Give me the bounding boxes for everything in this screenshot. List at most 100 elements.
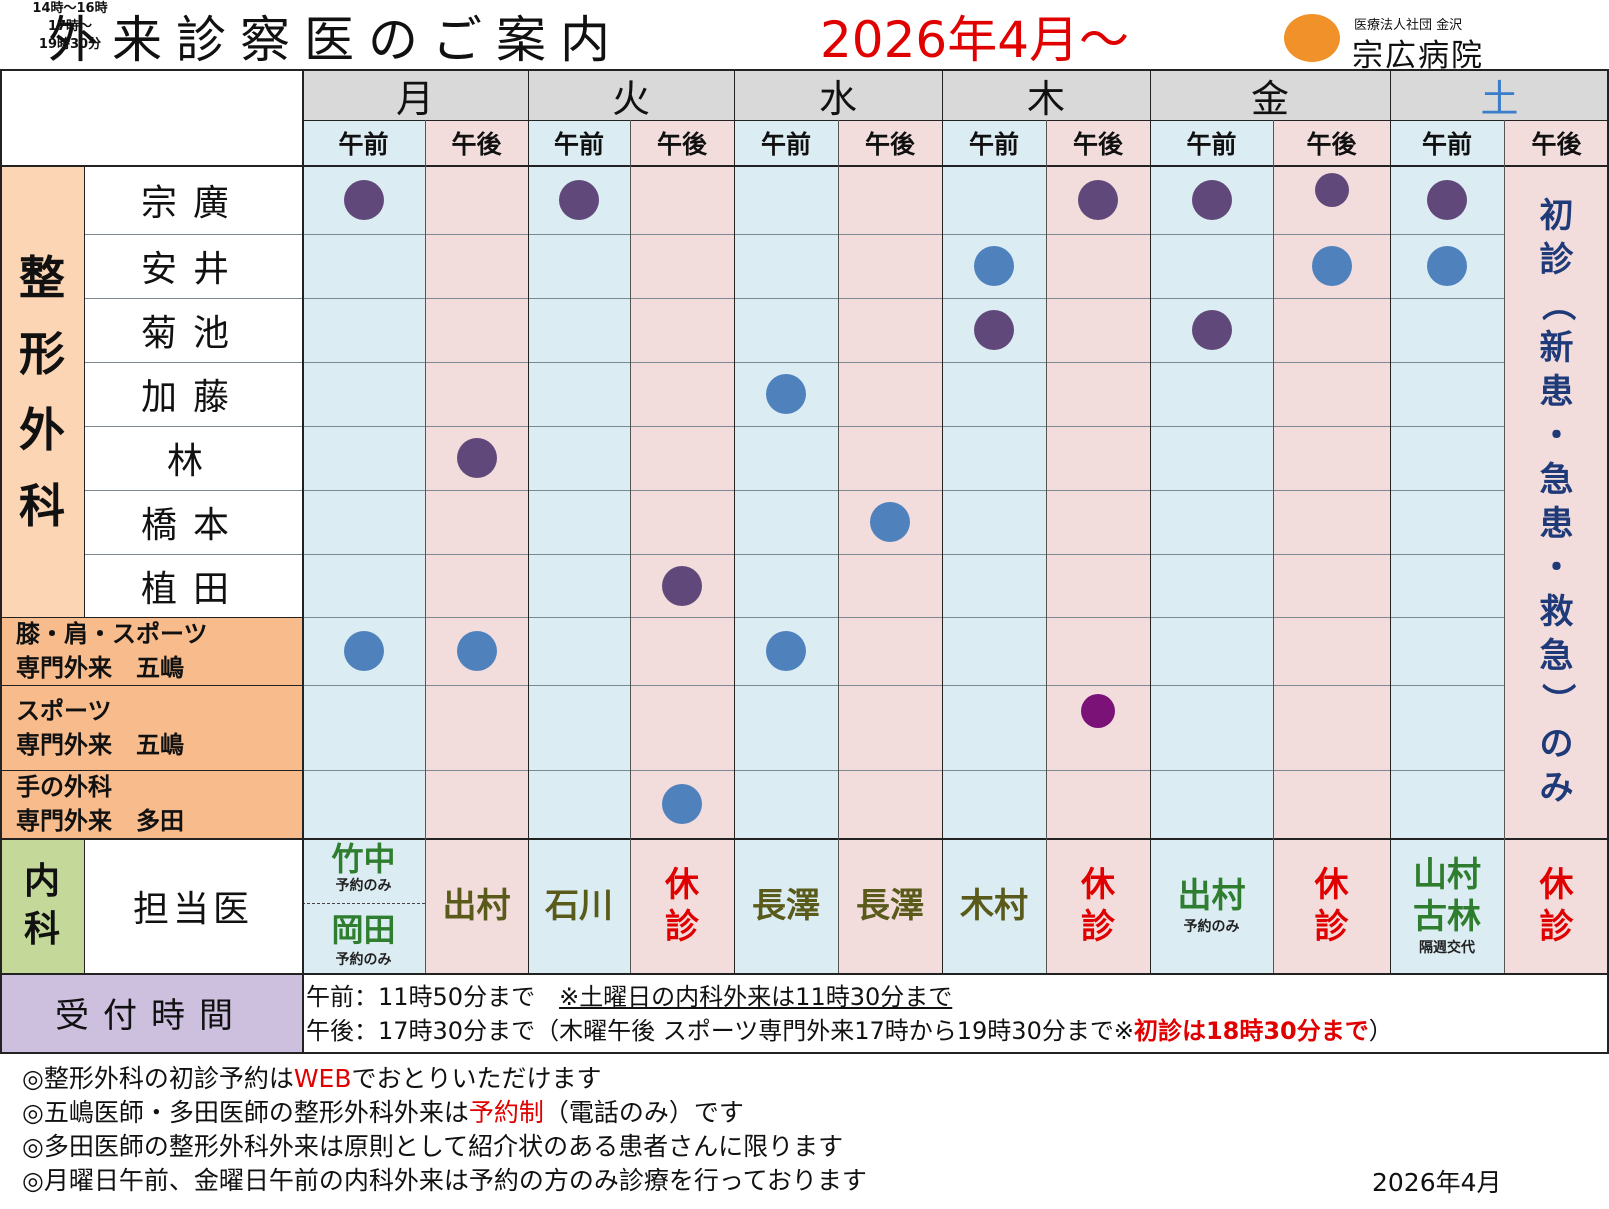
doctor-name: 植田	[140, 568, 245, 610]
grid-line	[1046, 120, 1047, 973]
reception-hours-text: 午前：11時50分まで ※土曜日の内科外来は11時30分まで 午後：17時30分…	[306, 980, 1393, 1048]
im-slot-text: 長澤	[856, 885, 924, 926]
im-doctor-mon-am-bottom: 岡田	[331, 911, 396, 949]
grid-line	[0, 165, 1609, 167]
page-title-date: 2026年4月～	[820, 11, 1130, 69]
grid-line	[84, 554, 1504, 555]
slot-column-bg	[734, 120, 838, 973]
grid-line	[1273, 120, 1274, 973]
period-header: 午後	[1072, 130, 1123, 159]
grid-line	[84, 770, 1504, 771]
schedule-dot	[1191, 310, 1232, 350]
dept-label-internal: 内科	[0, 838, 84, 973]
grid-line	[302, 69, 304, 1052]
im-slot-text: 長澤	[752, 885, 820, 926]
grid-line	[425, 120, 426, 973]
day-header-3: 木	[942, 70, 1150, 121]
grid-line	[1607, 69, 1609, 1052]
schedule-dot	[1427, 180, 1467, 220]
schedule-dot	[766, 374, 806, 414]
doctor-name: 菊池	[140, 313, 245, 354]
period-header: 午後	[656, 130, 707, 159]
im-note: 予約のみ	[335, 878, 392, 894]
im-slot: 長澤	[838, 838, 942, 973]
im-slot-text: 休 診	[665, 864, 699, 947]
reception-am-note: ※土曜日の内科外来は11時30分まで	[559, 983, 953, 1011]
day-header-2: 水	[734, 70, 942, 121]
footnote-3: ◎多田医師の整形外科外来は原則として紹介状のある患者さんに限ります	[22, 1132, 844, 1161]
grid-line	[0, 685, 302, 686]
hospital-logo: 医療法人社団 金沢 宗広病院	[1284, 10, 1584, 74]
dashed-divider	[302, 903, 425, 904]
im-slot: 出村 予約のみ	[1150, 838, 1273, 973]
period-header: 午後	[1306, 130, 1357, 159]
im-slot-note: 隔週交代	[1419, 939, 1475, 956]
im-slot: 出村	[425, 838, 528, 973]
footnote-4: ◎月曜日午前、金曜日午前の内科外来は予約の方のみ診療を行っております	[22, 1166, 867, 1195]
im-slot: 休 診	[630, 838, 734, 973]
doctor-name: 橋本	[140, 505, 245, 546]
grid-line	[84, 234, 1504, 235]
grid-line	[302, 69, 1609, 71]
slot-column-bg	[630, 120, 734, 973]
internal-row-label: 担当医	[132, 888, 253, 930]
schedule-dot	[343, 180, 384, 220]
doctor-name: 宗廣	[140, 183, 245, 224]
period-header: 午前	[1421, 130, 1472, 159]
grid-line	[84, 617, 1504, 618]
im-slot-text: 休 診	[1314, 864, 1349, 947]
grid-line	[0, 69, 2, 1052]
doctor-name: 林	[166, 441, 219, 482]
grid-line	[84, 838, 85, 973]
slot-column-bg	[1150, 120, 1273, 973]
grid-line	[630, 120, 631, 973]
grid-line	[942, 69, 943, 973]
period-header: 午前	[553, 130, 604, 159]
im-slot: 石川	[528, 838, 630, 973]
schedule-dot	[766, 631, 806, 671]
im-slot-text: 石川	[545, 885, 613, 926]
im-slot: 長澤	[734, 838, 838, 973]
reception-pm-red: 初診は18時30分まで	[1133, 1017, 1369, 1045]
grid-line	[1390, 69, 1391, 973]
grid-line	[84, 685, 1504, 686]
day-header-5: 土	[1390, 70, 1609, 121]
period-header: 午前	[968, 130, 1019, 159]
grid-line	[1150, 69, 1151, 973]
schedule-dot	[456, 438, 497, 478]
im-note: 予約のみ	[335, 952, 392, 968]
grid-line	[0, 973, 1609, 975]
specialty-clinic-label: 膝・肩・スポーツ 専門外来 五嶋	[0, 617, 302, 685]
schedule-dot	[662, 784, 702, 824]
slot-column-bg	[1046, 120, 1150, 973]
im-slot: 休 診	[1504, 838, 1609, 973]
specialty-clinic-label: 手の外科 専門外来 多田	[0, 770, 302, 838]
day-header-1: 火	[528, 70, 734, 121]
grid-line	[84, 426, 1504, 427]
im-slot: 休 診	[1046, 838, 1150, 973]
doctor-name: 加藤	[140, 377, 245, 418]
footnote-1: ◎整形外科の初診予約はWEBでおとりいただけます	[22, 1064, 602, 1093]
slot-time-note: 17時～ 19時30分	[38, 19, 102, 52]
im-slot-text: 木村	[960, 885, 1028, 926]
footnote-2: ◎五嶋医師・多田医師の整形外科外来は予約制（電話のみ）です	[22, 1098, 744, 1127]
grid-line	[1504, 120, 1505, 973]
schedule-dot	[1427, 246, 1467, 286]
im-slot: 休 診	[1273, 838, 1390, 973]
schedule-dot	[1191, 180, 1232, 220]
specialty-clinic-label: スポーツ 専門外来 五嶋	[0, 685, 302, 770]
reception-label: 受付時間	[0, 973, 302, 1052]
hospital-logo-icon	[1284, 14, 1340, 62]
period-header: 午前	[338, 130, 389, 159]
im-slot-text: 休 診	[1081, 864, 1115, 947]
hospital-name: 宗広病院	[1352, 38, 1484, 74]
reception-pm: 午後：17時30分まで（木曜午後 スポーツ専門外来17時から19時30分まで※	[306, 1017, 1134, 1045]
slot-time-note: 14時～16時	[32, 1, 108, 16]
day-header-4: 金	[1150, 70, 1390, 121]
grid-line	[0, 838, 1609, 840]
slot-column-bg	[302, 120, 425, 973]
saturday-pm-note: 初診（新患・急患・救急）のみ	[1504, 166, 1609, 838]
day-header-0: 月	[302, 70, 528, 121]
grid-line	[84, 362, 1504, 363]
